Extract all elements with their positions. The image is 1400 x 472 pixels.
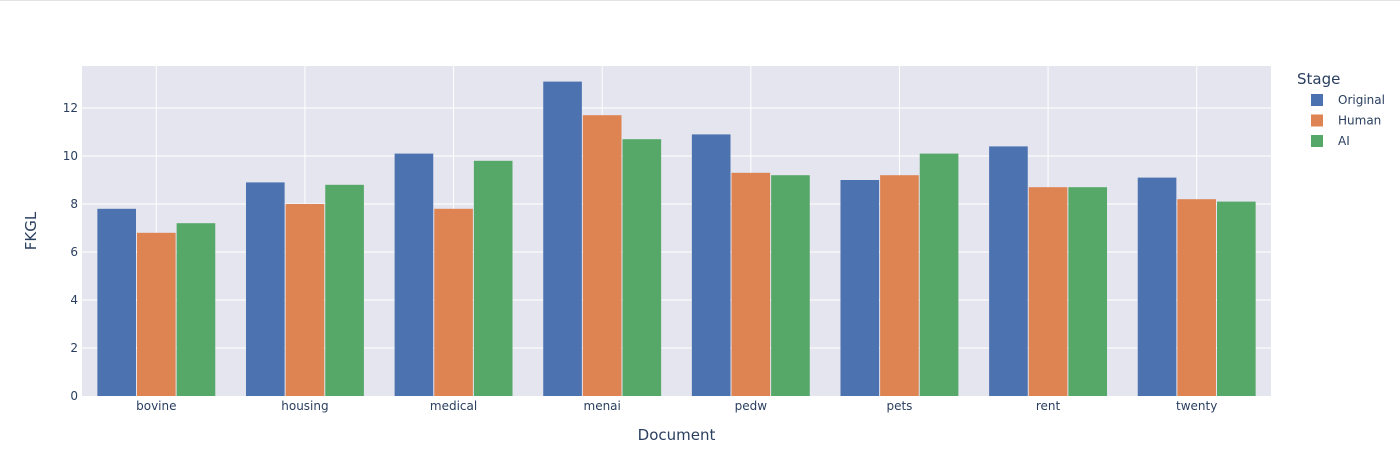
legend-swatch-original <box>1311 94 1323 106</box>
x-tick-label: twenty <box>1176 399 1217 413</box>
bar-ai-pedw[interactable] <box>771 175 810 396</box>
bar-human-rent[interactable] <box>1028 187 1068 396</box>
bar-ai-bovine[interactable] <box>176 223 216 396</box>
bar-original-menai[interactable] <box>543 81 582 396</box>
x-tick-label: pedw <box>735 399 768 413</box>
bar-original-rent[interactable] <box>989 146 1028 396</box>
bar-human-menai[interactable] <box>582 115 622 396</box>
bar-ai-twenty[interactable] <box>1217 201 1256 396</box>
y-tick-label: 6 <box>70 245 78 259</box>
bar-original-twenty[interactable] <box>1137 177 1177 396</box>
bar-human-bovine[interactable] <box>136 232 176 396</box>
bar-ai-menai[interactable] <box>622 139 662 396</box>
x-tick-label: menai <box>584 399 621 413</box>
legend-swatch-human <box>1311 114 1323 127</box>
legend[interactable]: Stage Original Human AI <box>1297 70 1385 148</box>
x-tick-label: pets <box>886 399 912 413</box>
y-tick-label: 10 <box>63 149 78 163</box>
x-tick-label: medical <box>430 399 477 413</box>
legend-title: Stage <box>1297 70 1340 88</box>
top-divider <box>0 0 1400 1</box>
legend-item-original[interactable]: Original <box>1338 93 1385 107</box>
bar-ai-rent[interactable] <box>1068 187 1108 396</box>
x-tick-label: housing <box>281 399 328 413</box>
bar-ai-housing[interactable] <box>325 184 364 396</box>
legend-item-ai[interactable]: AI <box>1338 134 1350 148</box>
bar-ai-medical[interactable] <box>473 160 513 396</box>
y-tick-label: 0 <box>70 389 78 403</box>
y-tick-labels: 0 2 4 6 8 10 12 <box>63 101 78 403</box>
bar-human-pedw[interactable] <box>731 172 771 396</box>
x-tick-label: rent <box>1036 399 1061 413</box>
bar-human-twenty[interactable] <box>1177 199 1217 396</box>
x-axis-title: Document <box>638 426 716 444</box>
bar-human-housing[interactable] <box>285 204 325 396</box>
y-tick-label: 12 <box>63 101 78 115</box>
y-tick-label: 4 <box>70 293 78 307</box>
bar-original-bovine[interactable] <box>97 208 136 396</box>
bar-human-pets[interactable] <box>880 175 919 396</box>
x-tick-label: bovine <box>136 399 176 413</box>
bar-ai-pets[interactable] <box>919 153 959 396</box>
bars <box>97 81 1256 396</box>
y-axis-title: FKGL <box>22 211 40 250</box>
x-tick-labels: bovine housing medical menai pedw pets rent twe… <box>136 399 1217 413</box>
bar-original-pedw[interactable] <box>691 134 731 396</box>
legend-item-human[interactable]: Human <box>1338 114 1381 128</box>
legend-swatch-ai <box>1311 135 1323 147</box>
y-tick-label: 2 <box>70 341 78 355</box>
bar-original-pets[interactable] <box>840 180 880 396</box>
bar-human-medical[interactable] <box>434 208 473 396</box>
y-tick-label: 8 <box>70 197 78 211</box>
bar-original-medical[interactable] <box>394 153 434 396</box>
bar-original-housing[interactable] <box>245 182 285 396</box>
